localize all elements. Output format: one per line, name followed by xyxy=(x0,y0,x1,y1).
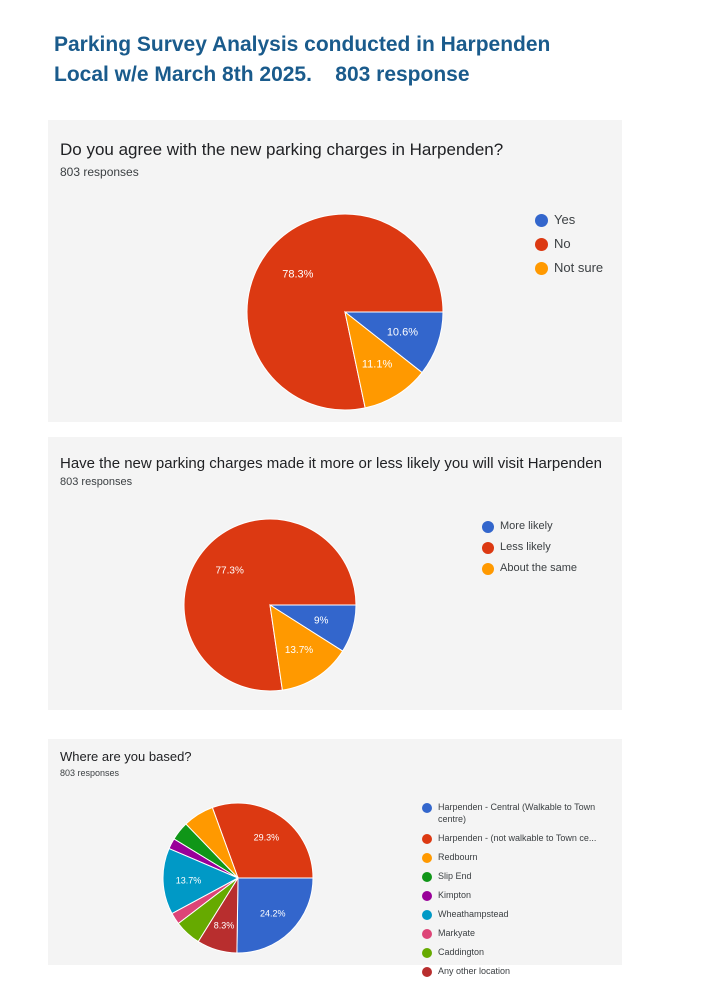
legend-label: Harpenden - Central (Walkable to Town ce… xyxy=(438,802,596,824)
legend-item: Wheathampstead xyxy=(422,908,614,920)
page-title-line-1: Parking Survey Analysis conducted in Har… xyxy=(54,33,551,56)
chart-card-1: Do you agree with the new parking charge… xyxy=(48,120,622,422)
slice-data-label: 29.3% xyxy=(254,833,280,843)
slice-data-label: 13.7% xyxy=(176,875,202,885)
page-title: Parking Survey Analysis conducted in Har… xyxy=(54,30,674,90)
chart-title: Do you agree with the new parking charge… xyxy=(60,140,504,159)
legend-swatch xyxy=(535,214,548,227)
chart-legend: Yes No Not sure xyxy=(535,212,614,284)
chart-subtitle: 803 responses xyxy=(60,165,139,179)
legend-label: Slip End xyxy=(438,871,472,881)
legend-label: Kimpton xyxy=(438,890,472,900)
legend-swatch xyxy=(422,910,432,920)
legend-item: Redbourn xyxy=(422,851,614,863)
chart-card-2: Have the new parking charges made it mor… xyxy=(48,437,622,710)
chart-title: Where are you based? xyxy=(60,749,192,764)
legend-item: Not sure xyxy=(535,260,614,276)
legend-item: About the same xyxy=(482,561,614,575)
slice-data-label: 13.7% xyxy=(285,645,313,656)
slice-data-label: 77.3% xyxy=(215,566,243,577)
legend-swatch xyxy=(422,803,432,813)
pie-slice xyxy=(236,877,314,954)
legend-swatch xyxy=(482,542,494,554)
pie-slice xyxy=(197,876,239,954)
legend-label: Not sure xyxy=(554,260,604,275)
legend-swatch xyxy=(422,929,432,939)
pie-slice xyxy=(269,603,344,691)
slice-data-label: 9% xyxy=(314,615,329,626)
legend-label: Harpenden - (not walkable to Town ce... xyxy=(438,833,597,843)
legend-swatch xyxy=(422,853,432,863)
page-title-line-2: Local w/e March 8th 2025. 803 response xyxy=(54,63,470,86)
legend-item: Harpenden - (not walkable to Town ce... xyxy=(422,832,614,844)
slice-data-label: 24.2% xyxy=(260,908,286,918)
legend-swatch xyxy=(535,262,548,275)
slice-data-label: 10.6% xyxy=(387,327,418,339)
legend-item: Slip End xyxy=(422,870,614,882)
legend-label: Less likely xyxy=(500,541,551,553)
legend-swatch xyxy=(422,891,432,901)
legend-label: Wheathampstead xyxy=(438,909,509,919)
legend-label: Any other location xyxy=(438,966,511,976)
legend-label: Redbourn xyxy=(438,852,478,862)
legend-swatch xyxy=(482,563,494,575)
legend-swatch xyxy=(422,948,432,958)
legend-label: Yes xyxy=(554,212,576,227)
pie-chart: 24.2% 29.3% 13.7% 8.3% xyxy=(162,802,314,954)
chart-subtitle: 803 responses xyxy=(60,768,120,778)
legend-item: Yes xyxy=(535,212,614,228)
chart-legend: Harpenden - Central (Walkable to Town ce… xyxy=(422,801,614,984)
pie-slice xyxy=(211,802,314,879)
legend-item: Kimpton xyxy=(422,889,614,901)
legend-item: Caddington xyxy=(422,946,614,958)
legend-swatch xyxy=(422,967,432,977)
pie-chart: 10.6% 78.3% 11.1% xyxy=(246,213,444,411)
legend-item: More likely xyxy=(482,519,614,533)
legend-swatch xyxy=(535,238,548,251)
pie-chart: 9% 77.3% 13.7% xyxy=(183,518,357,692)
legend-item: Markyate xyxy=(422,927,614,939)
legend-label: About the same xyxy=(500,562,578,574)
legend-label: Markyate xyxy=(438,928,476,938)
chart-card-3: Where are you based? 803 responses 24.2% 29… xyxy=(48,739,622,977)
chart-subtitle: 803 responses xyxy=(60,476,133,488)
slice-data-label: 8.3% xyxy=(214,921,235,931)
legend-item: No xyxy=(535,236,614,252)
legend-item: Any other location xyxy=(422,965,614,977)
legend-label: More likely xyxy=(500,520,553,532)
legend-item: Less likely xyxy=(482,540,614,554)
legend-label: Caddington xyxy=(438,947,485,957)
legend-swatch xyxy=(422,872,432,882)
legend-swatch xyxy=(482,521,494,533)
slice-data-label: 78.3% xyxy=(282,269,313,281)
slice-data-label: 11.1% xyxy=(362,358,393,370)
pie-slice xyxy=(162,847,240,915)
pie-slice xyxy=(344,310,423,409)
legend-label: No xyxy=(554,236,571,251)
chart-title: Have the new parking charges made it mor… xyxy=(60,455,602,472)
legend-item: Harpenden - Central (Walkable to Town ce… xyxy=(422,801,614,825)
chart-legend: More likely Less likely About the same xyxy=(482,519,614,582)
legend-swatch xyxy=(422,834,432,844)
